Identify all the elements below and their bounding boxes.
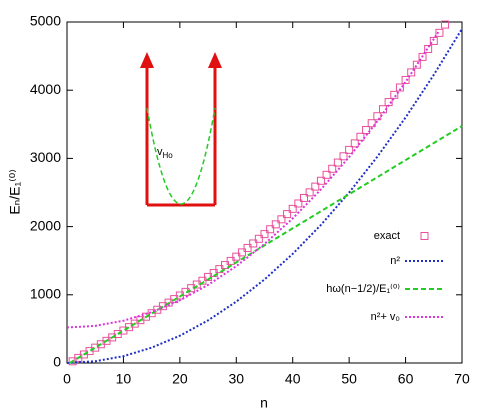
data-point [260,230,269,239]
data-point [311,182,320,191]
data-point [232,252,241,261]
data-point [345,145,354,154]
x-tick-label: 70 [454,371,470,387]
data-point [362,126,371,135]
data-point [237,248,246,257]
x-tick-label: 50 [341,371,357,387]
x-tick-label: 40 [285,371,301,387]
data-line [69,125,463,364]
data-point [412,60,421,69]
y-tick-label: 4000 [30,81,61,97]
y-axis-label: Eₙ/E₁⁽⁰⁾ [7,169,23,214]
data-point [254,234,263,243]
data-point [277,215,286,224]
plot-frame [66,21,463,364]
data-point [243,243,252,252]
data-point [367,119,376,128]
data-point [350,139,359,148]
data-point [305,188,314,197]
data-point [215,265,224,274]
x-tick-label: 20 [172,371,188,387]
data-line [66,28,463,364]
y-tick-label: 1000 [30,286,61,302]
inset-label: vHo [157,146,173,160]
data-point [441,20,450,29]
data-point [435,28,444,37]
y-tick-label: 0 [53,354,61,370]
x-axis-label: n [260,395,268,411]
x-tick-label: 60 [398,371,414,387]
data-point [283,210,292,219]
legend-label: n² [390,255,400,267]
data-point [328,164,337,173]
data-point [322,170,331,179]
data-point [288,204,297,213]
data-point [356,132,365,141]
data-point [339,152,348,161]
data-point [424,45,433,54]
legend-marker [420,232,429,240]
data-point [266,225,275,234]
legend-label: hω(n−1/2)/E₁⁽⁰⁾ [326,283,400,295]
data-point [221,261,229,270]
x-tick-label: 0 [63,371,71,387]
inset-arrows [140,52,222,68]
legend-label: exact [374,230,400,242]
data-point [226,256,235,265]
data-point [249,239,258,248]
data-point [390,90,399,99]
inset: vHo [140,52,222,207]
y-tick-label: 2000 [30,217,61,233]
data-point [294,199,303,208]
y-tick-label: 5000 [30,13,61,29]
inset-well [145,65,217,207]
inset-label-sub: Ho [163,151,174,160]
inset-label-main: v [157,146,163,158]
data-point [418,52,427,61]
data-point [300,193,308,202]
data-point [407,68,416,77]
data-point [333,158,342,167]
data-point [395,83,404,92]
y-tick-label: 3000 [30,149,61,165]
x-tick-label: 30 [228,371,244,387]
data-point [316,176,325,185]
data-point [271,220,280,229]
legend-label: n²+ v₀ [371,311,400,323]
inset-parabola [146,107,216,205]
x-tick-label: 10 [116,371,132,387]
data-point [429,36,438,45]
data-line [66,29,441,329]
